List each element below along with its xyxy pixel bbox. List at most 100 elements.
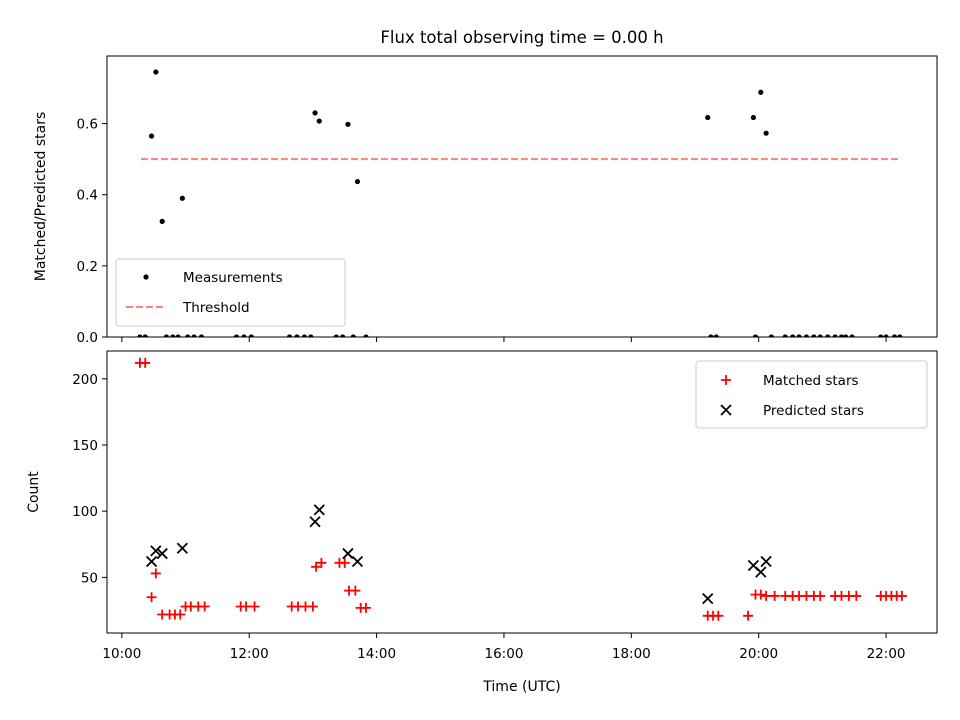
matched-point (339, 557, 350, 568)
measurement-point (170, 334, 176, 337)
measurement-point (233, 334, 240, 337)
top-y-tick-label: 0.2 (77, 259, 98, 275)
matched-point (360, 602, 371, 613)
matched-point (316, 557, 327, 568)
measurement-point (803, 334, 810, 337)
bottom-y-axis-label: Count (26, 471, 42, 513)
matched-point (241, 601, 252, 612)
matched-point (769, 590, 780, 601)
measurement-point (163, 334, 170, 337)
matched-point (743, 610, 754, 621)
x-tick-label: 16:00 (485, 646, 524, 662)
matched-point (150, 568, 161, 579)
measurement-point (790, 334, 796, 337)
top-legend-box (115, 258, 346, 327)
measurement-point (350, 334, 356, 337)
measurement-point (142, 334, 148, 337)
measurement-point (708, 334, 714, 337)
measurement-point (312, 110, 318, 116)
measurement-point (878, 334, 884, 337)
x-tick-label: 14:00 (357, 646, 396, 662)
matched-point (146, 592, 157, 603)
measurement-point (185, 334, 191, 337)
top-y-tick-label: 0.6 (77, 117, 98, 133)
bottom-y-tick-label: 50 (81, 570, 98, 586)
bottom-y-tick-label: 150 (72, 438, 98, 454)
ratio-plot: 0.0 0.2 0.4 0.6 Matched/Predicted stars Measu… (33, 55, 938, 346)
measurement-point (705, 114, 711, 121)
matched-point (311, 561, 322, 572)
matched-point (350, 585, 361, 596)
measurement-point (883, 334, 889, 337)
matched-point (175, 609, 186, 620)
legend-threshold-label: Threshold (182, 300, 250, 316)
measurement-point (811, 334, 817, 337)
measurement-point (758, 89, 764, 95)
top-y-axis-label: Matched/Predicted stars (33, 112, 49, 282)
measurement-point (796, 334, 802, 337)
matched-point (307, 601, 318, 612)
matched-point (755, 589, 766, 600)
measurement-point (713, 334, 719, 337)
matched-point (815, 590, 826, 601)
measurement-point (148, 133, 155, 139)
chart-title: Flux total observing time = 0.00 h (380, 28, 663, 47)
measurement-point (817, 334, 823, 337)
predicted-point (760, 555, 772, 568)
measurement-point (782, 334, 788, 337)
matched-point (896, 590, 907, 601)
legend-measurement-marker (143, 274, 149, 280)
legend-matched-marker (721, 375, 731, 385)
measurement-point (294, 334, 300, 337)
bottom-y-tick-label: 100 (72, 504, 98, 520)
legend-matched-label: Matched stars (763, 373, 859, 389)
predicted-point (342, 547, 354, 560)
predicted-point (176, 542, 188, 554)
x-tick-label: 18:00 (612, 646, 651, 662)
measurement-point (241, 334, 247, 337)
matched-point (249, 601, 260, 612)
top-y-tick-label: 0.4 (77, 188, 98, 204)
measurement-point (153, 69, 159, 75)
measurement-point (832, 334, 838, 337)
matched-point (140, 357, 151, 368)
bottom-y-tick-label: 200 (72, 372, 98, 388)
top-plot-area (137, 69, 903, 337)
measurement-point (843, 334, 849, 337)
measurement-point (345, 121, 351, 127)
measurement-point (333, 334, 339, 337)
measurement-point (159, 218, 165, 224)
x-tick-label: 20:00 (739, 646, 778, 662)
measurement-point (308, 334, 314, 337)
measurement-point (316, 118, 322, 124)
top-axes-frame (106, 55, 938, 338)
matched-point (713, 610, 724, 621)
x-axis-label: Time (UTC) (482, 679, 560, 695)
x-tick-label: 12:00 (230, 646, 269, 662)
bottom-axes-frame (106, 350, 938, 634)
matched-point (851, 590, 862, 601)
measurement-point (363, 334, 369, 337)
predicted-point (150, 545, 162, 557)
measurement-point (897, 334, 903, 337)
measurement-point (891, 334, 898, 337)
measurement-point (763, 130, 769, 136)
measurement-point (849, 334, 855, 337)
measurement-point (825, 334, 831, 337)
predicted-point (702, 592, 714, 605)
predicted-point (755, 566, 767, 578)
legend-measurement-label: Measurements (183, 270, 283, 286)
x-tick-label: 10:00 (102, 646, 141, 662)
predicted-point (156, 547, 168, 560)
predicted-point (351, 555, 364, 568)
top-y-tick-label: 0.0 (77, 330, 98, 346)
matched-point (761, 590, 772, 601)
measurement-point (354, 178, 361, 185)
count-plot: 50 100 150 200 10:00 12:00 14:00 16:00 18:00 20:0… (26, 350, 938, 662)
measurement-point (191, 334, 197, 337)
measurement-point (340, 334, 346, 337)
measurement-point (301, 334, 308, 337)
measurement-point (179, 195, 185, 201)
measurement-point (137, 334, 143, 337)
